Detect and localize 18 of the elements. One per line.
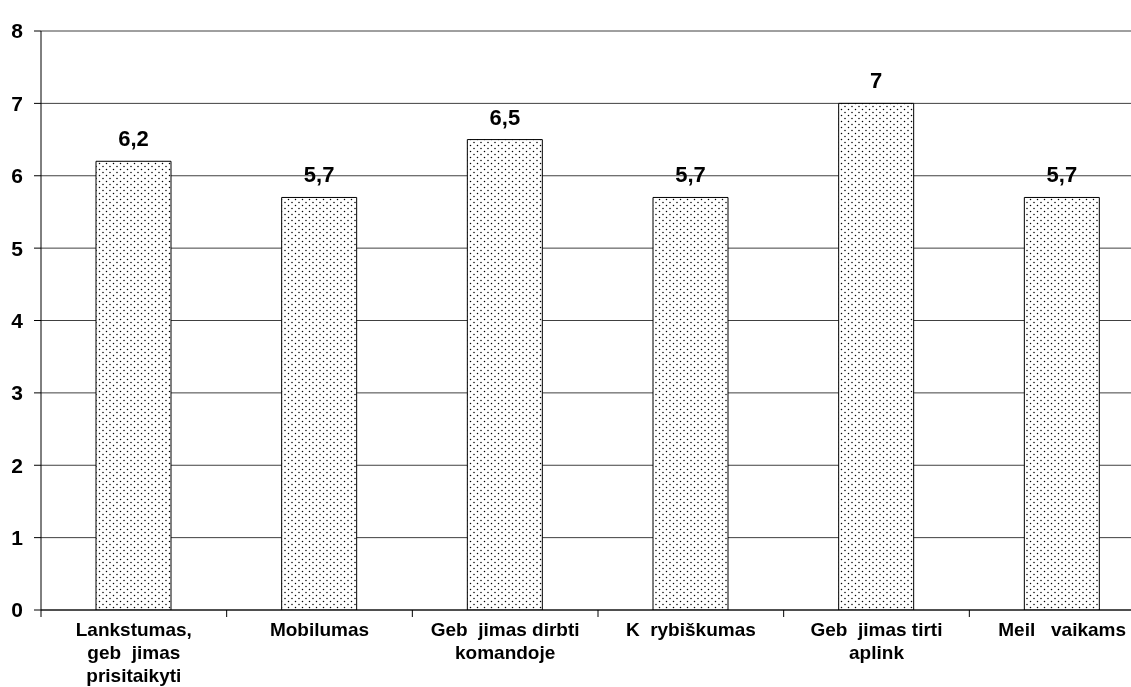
y-tick-label: 6 [11, 164, 23, 188]
y-tick-label: 4 [11, 308, 24, 332]
y-tick-label: 2 [11, 453, 23, 477]
y-tick-label: 7 [11, 91, 23, 115]
data-label: 6,5 [489, 104, 521, 130]
y-tick-label: 5 [11, 236, 24, 260]
x-tick-label: Geb jimas dirbti komandoje [430, 619, 580, 663]
data-label: 7 [870, 68, 883, 94]
y-tick-label: 1 [11, 526, 24, 550]
x-tick-label: Mobilumas [269, 619, 370, 640]
y-tick-label: 3 [11, 381, 23, 405]
x-tick-label: Meil vaikams [998, 619, 1127, 640]
x-tick-label: Lankstumas, geb jimas prisitaikyti [75, 619, 192, 686]
x-tick-label: Geb jimas tirti aplink [810, 619, 943, 663]
y-tick-label: 0 [11, 598, 23, 622]
x-tick-label: K rybiškumas [625, 619, 756, 640]
y-tick-label: 8 [11, 19, 24, 43]
data-label: 6,2 [118, 126, 149, 152]
